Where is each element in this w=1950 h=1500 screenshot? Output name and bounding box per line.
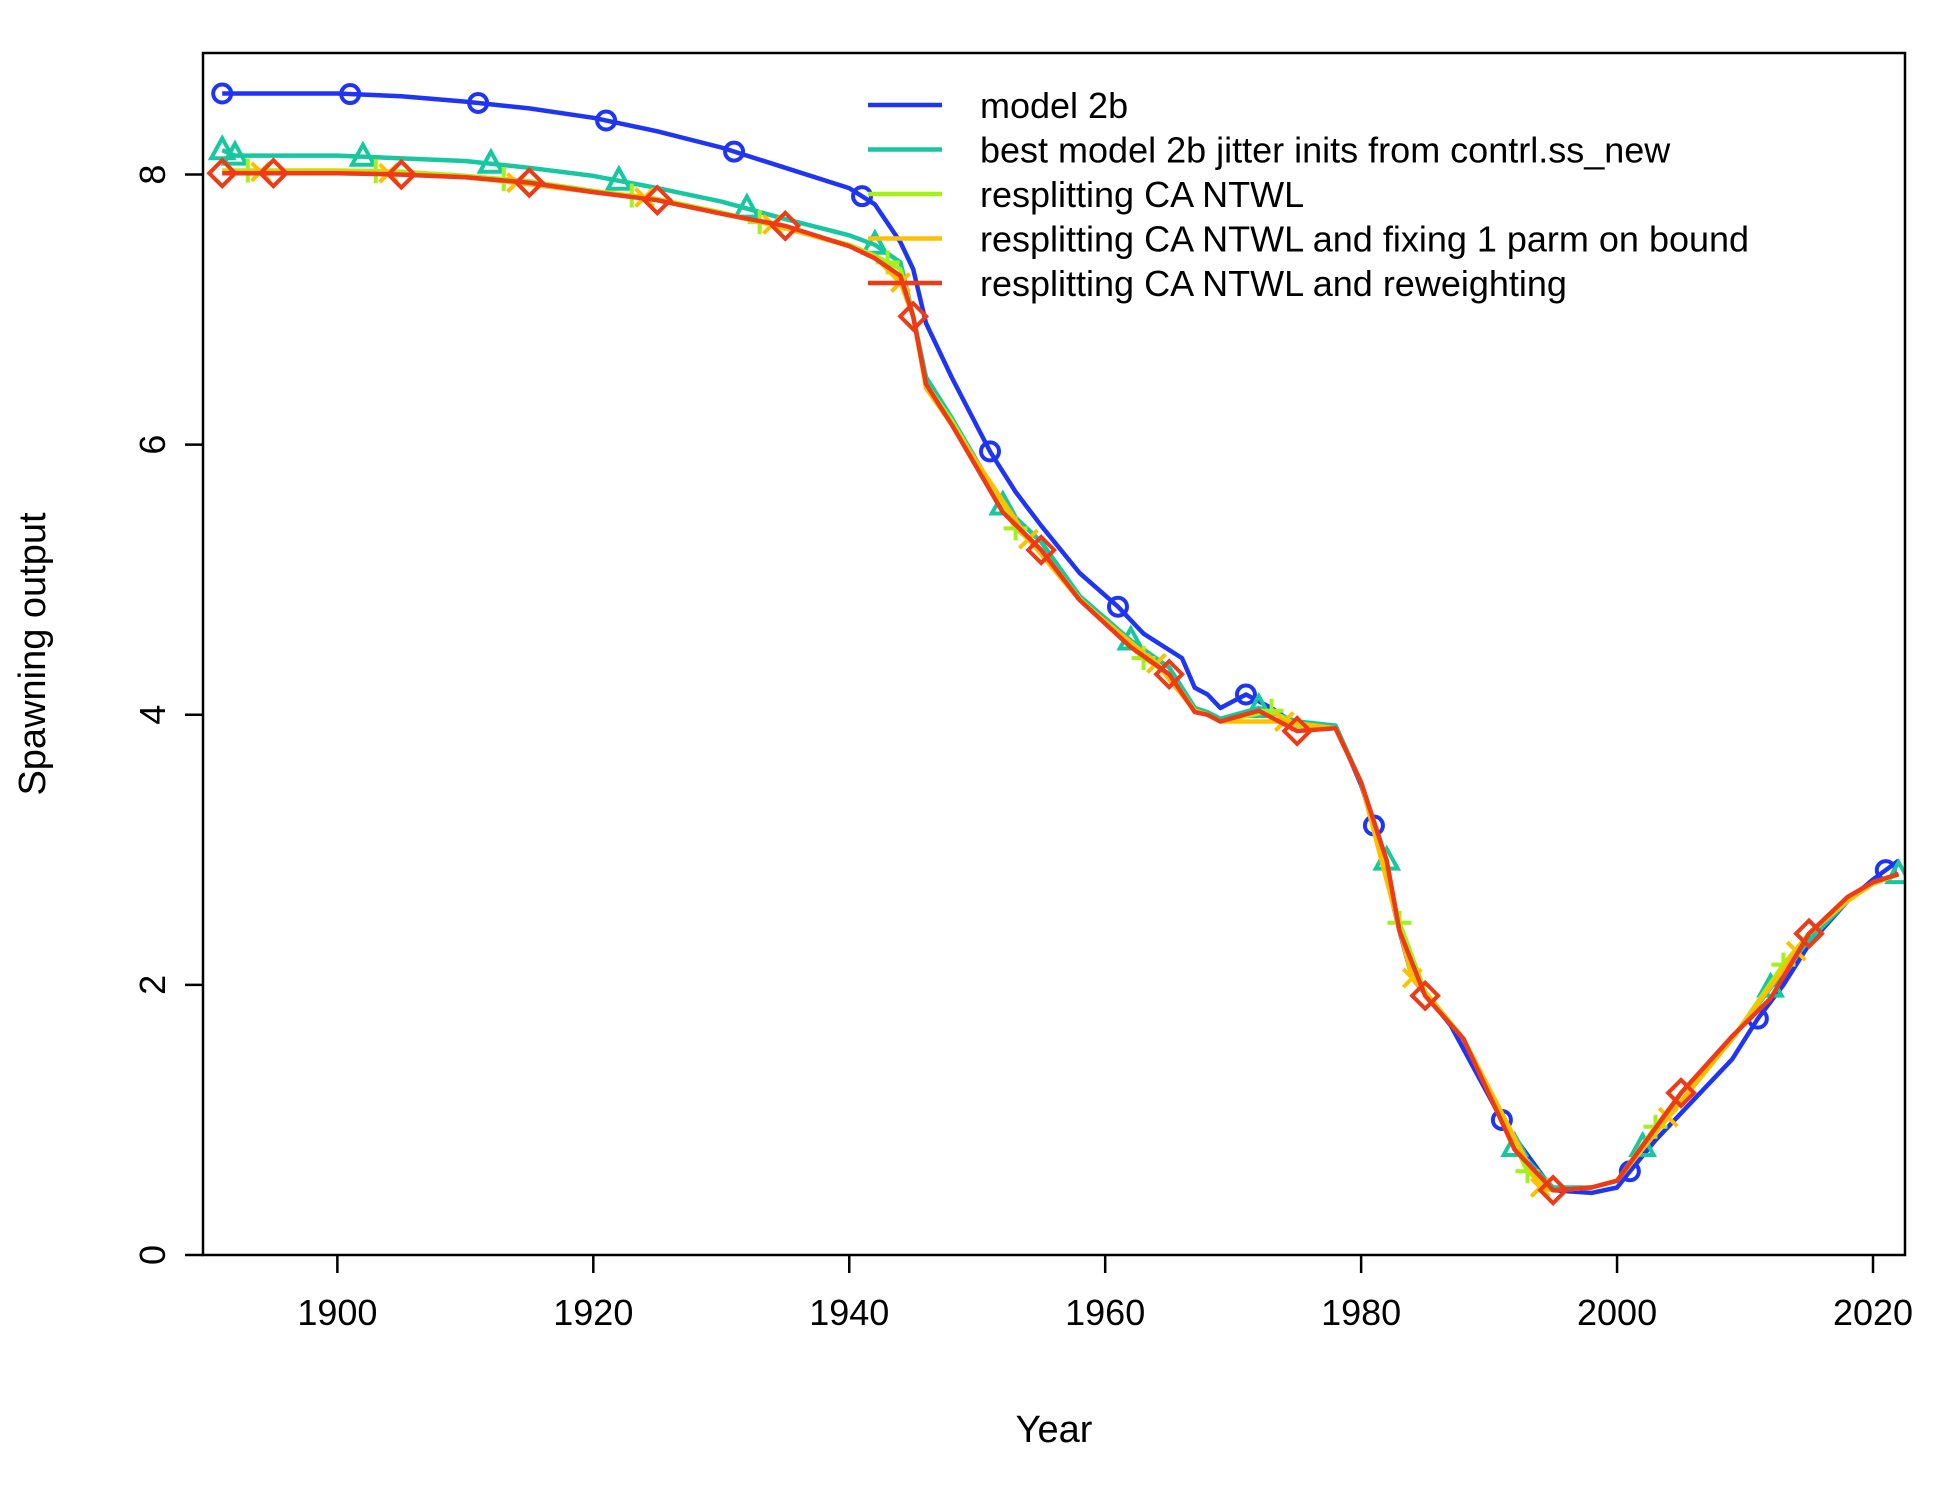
series-marker (476, 147, 506, 174)
series-marker (641, 184, 674, 217)
y-axis: 0 2 4 6 8 (132, 165, 203, 1265)
x-tick-label: 2000 (1577, 1292, 1657, 1333)
series-marker (206, 157, 239, 190)
series-marker (1281, 715, 1313, 747)
series-marker (723, 140, 746, 163)
x-axis: 1900 1920 1940 1960 1980 2000 2020 (297, 1255, 1913, 1333)
legend-label: resplitting CA NTWL and reweighting (980, 263, 1567, 304)
series-marker (339, 83, 362, 106)
y-tick-label: 4 (132, 705, 173, 725)
series-marker (595, 109, 618, 132)
legend-label: model 2b (980, 85, 1128, 126)
series-line (222, 91, 1900, 1196)
series-marker (860, 228, 890, 255)
series-marker (1793, 917, 1825, 950)
plot-frame (201, 51, 1907, 1257)
series-marker (1234, 683, 1257, 706)
series-marker (1537, 1174, 1569, 1207)
series-marker (513, 166, 546, 199)
series-marker (1657, 1106, 1679, 1128)
y-tick-label: 2 (132, 975, 173, 995)
series-marker (1106, 595, 1129, 618)
series-marker (220, 139, 250, 166)
series-5 (206, 157, 1900, 1207)
series-marker (385, 158, 418, 191)
series-marker (979, 440, 1002, 463)
x-axis-label: Year (1016, 1409, 1093, 1451)
x-tick-label: 1900 (297, 1292, 377, 1333)
series-layer (206, 82, 1905, 1207)
x-tick-label: 1960 (1065, 1292, 1145, 1333)
series-marker (1409, 979, 1441, 1012)
legend-label: best model 2b jitter inits from contrl.s… (980, 130, 1671, 171)
series-marker (1244, 691, 1274, 719)
series-marker (1025, 534, 1058, 566)
series-marker (769, 210, 802, 242)
x-tick-label: 1920 (553, 1292, 633, 1333)
series-line (222, 170, 1900, 1193)
y-axis-label: Spawning output (12, 512, 54, 796)
x-tick-label: 2020 (1833, 1292, 1913, 1333)
series-marker (348, 140, 378, 167)
y-tick-label: 6 (132, 435, 173, 455)
series-marker (211, 82, 234, 105)
series-marker (257, 157, 290, 190)
legend-label: resplitting CA NTWL and fixing 1 parm on… (980, 219, 1749, 260)
y-tick-label: 0 (132, 1245, 173, 1265)
series-marker (467, 91, 490, 114)
series-marker (1665, 1077, 1697, 1109)
y-tick-label: 8 (132, 165, 173, 185)
series-marker (1153, 658, 1186, 691)
series-marker (897, 300, 930, 333)
x-tick-label: 1980 (1321, 1292, 1401, 1333)
series-marker (604, 164, 634, 191)
legend-label: resplitting CA NTWL (980, 174, 1304, 215)
x-tick-label: 1940 (809, 1292, 889, 1333)
